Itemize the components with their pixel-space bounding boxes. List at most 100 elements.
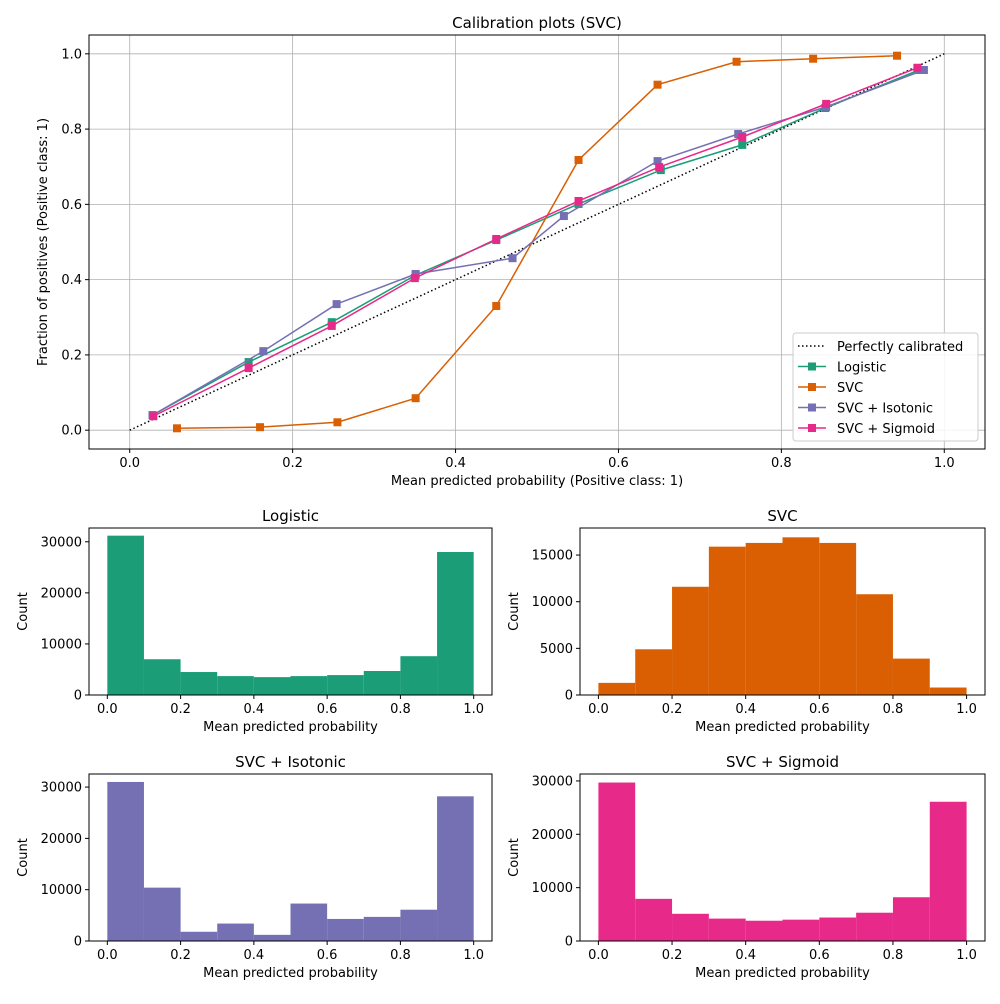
y-tick-label: 10000 bbox=[41, 637, 82, 652]
y-axis-label: Fraction of positives (Positive class: 1… bbox=[36, 118, 51, 366]
y-tick-label: 10000 bbox=[532, 881, 573, 896]
x-tick-label: 1.0 bbox=[463, 702, 484, 717]
x-tick-label: 0.4 bbox=[244, 948, 265, 963]
x-tick-label: 0.2 bbox=[170, 948, 191, 963]
y-tick-label: 0 bbox=[74, 689, 82, 704]
x-axis-label: Mean predicted probability bbox=[203, 720, 378, 735]
data-point bbox=[172, 424, 181, 433]
x-axis-label: Mean predicted probability bbox=[695, 966, 870, 981]
histogram-bar bbox=[253, 677, 291, 695]
x-tick-label: 0.0 bbox=[97, 702, 118, 717]
data-point bbox=[913, 63, 922, 72]
x-tick-label: 0.2 bbox=[282, 456, 303, 471]
y-tick-label: 30000 bbox=[532, 774, 573, 789]
x-axis-label: Mean predicted probability (Positive cla… bbox=[391, 474, 683, 489]
histogram-bar bbox=[143, 659, 181, 695]
legend-marker bbox=[808, 362, 816, 371]
histogram-bar bbox=[672, 913, 709, 941]
x-tick-label: 0.2 bbox=[170, 702, 191, 717]
histogram-bar bbox=[819, 917, 857, 941]
y-tick-label: 20000 bbox=[532, 828, 573, 843]
x-tick-label: 0.8 bbox=[771, 456, 792, 471]
histogram-bar bbox=[745, 920, 783, 941]
axes-frame bbox=[88, 527, 493, 696]
histogram-bar bbox=[819, 542, 857, 695]
y-tick-label: 15000 bbox=[532, 549, 573, 564]
data-point bbox=[149, 412, 158, 421]
x-tick-label: 0.4 bbox=[735, 702, 756, 717]
data-point bbox=[332, 300, 341, 309]
data-point bbox=[574, 155, 583, 164]
legend-label: SVC + Sigmoid bbox=[837, 422, 935, 437]
axes-frame bbox=[579, 773, 986, 942]
data-point bbox=[256, 423, 265, 432]
data-point bbox=[919, 66, 928, 75]
axes-4: 0.0 0.2 0.4 0.6 0.8 1.0 0 10000 20000 30000 SVC + … bbox=[507, 753, 986, 981]
y-tick-label: 20000 bbox=[41, 832, 82, 847]
histogram-bar bbox=[635, 898, 673, 941]
series-line bbox=[176, 54, 898, 430]
y-tick-label: 10000 bbox=[532, 595, 573, 610]
data-point bbox=[492, 234, 501, 243]
histogram-bar bbox=[400, 656, 438, 695]
y-tick-label: 0.2 bbox=[61, 348, 82, 363]
data-point bbox=[822, 99, 831, 108]
data-point bbox=[574, 196, 583, 205]
legend-label: Logistic bbox=[837, 361, 886, 376]
legend-marker bbox=[808, 424, 816, 432]
histogram-bar bbox=[363, 916, 401, 941]
x-tick-label: 0.0 bbox=[97, 948, 118, 963]
histogram-bar bbox=[327, 675, 364, 695]
data-point bbox=[244, 358, 253, 367]
y-tick-label: 0.0 bbox=[61, 424, 82, 439]
y-tick-label: 1.0 bbox=[61, 47, 82, 62]
histogram-bar bbox=[143, 887, 181, 941]
series-line bbox=[152, 69, 920, 416]
x-tick-label: 1.0 bbox=[956, 948, 977, 963]
data-point bbox=[734, 129, 743, 138]
axes-3: 0.0 0.2 0.4 0.6 0.8 1.0 0 10000 20000 30000 SVC + … bbox=[16, 753, 493, 981]
histogram-bar bbox=[180, 931, 218, 941]
histogram-bar bbox=[437, 796, 474, 941]
histogram-bar bbox=[180, 672, 218, 695]
x-tick-label: 1.0 bbox=[956, 702, 977, 717]
histogram-bar bbox=[745, 542, 783, 695]
histogram-bar bbox=[708, 546, 746, 695]
histogram-bar bbox=[437, 552, 474, 695]
chart-title: Calibration plots (SVC) bbox=[452, 14, 622, 32]
y-tick-label: 0 bbox=[565, 689, 573, 704]
data-point bbox=[655, 163, 664, 172]
histogram-bar bbox=[598, 682, 636, 695]
y-tick-label: 30000 bbox=[41, 781, 82, 796]
series-line bbox=[153, 67, 918, 417]
legend-frame bbox=[792, 332, 979, 442]
histogram-bar bbox=[892, 658, 930, 695]
axes-1: 0.0 0.2 0.4 0.6 0.8 1.0 0 10000 20000 30000 Logist… bbox=[16, 507, 493, 735]
histogram-bar bbox=[929, 801, 967, 941]
data-point bbox=[508, 254, 517, 263]
y-tick-label: 0.4 bbox=[61, 273, 82, 288]
histogram-bar bbox=[217, 923, 254, 941]
data-point bbox=[492, 301, 501, 310]
histogram-bar bbox=[107, 781, 144, 941]
histogram-bar bbox=[217, 676, 254, 695]
x-tick-label: 0.0 bbox=[119, 456, 140, 471]
histogram-bar bbox=[672, 586, 709, 695]
y-axis-label: Count bbox=[507, 592, 522, 631]
y-tick-label: 30000 bbox=[41, 535, 82, 550]
legend-marker bbox=[808, 383, 816, 391]
x-axis-label: Mean predicted probability bbox=[203, 966, 378, 981]
data-point bbox=[893, 51, 902, 60]
x-tick-label: 0.6 bbox=[317, 948, 338, 963]
axes-frame bbox=[88, 34, 986, 450]
legend-label: SVC + Isotonic bbox=[837, 402, 933, 417]
y-tick-label: 20000 bbox=[41, 586, 82, 601]
histogram-bar bbox=[856, 594, 893, 695]
histogram-bar bbox=[400, 909, 438, 941]
histogram-bar bbox=[929, 687, 967, 695]
x-tick-label: 0.2 bbox=[662, 702, 683, 717]
histogram-bar bbox=[107, 535, 144, 695]
data-point bbox=[809, 54, 818, 63]
x-tick-label: 0.4 bbox=[244, 702, 265, 717]
data-point bbox=[738, 132, 747, 141]
